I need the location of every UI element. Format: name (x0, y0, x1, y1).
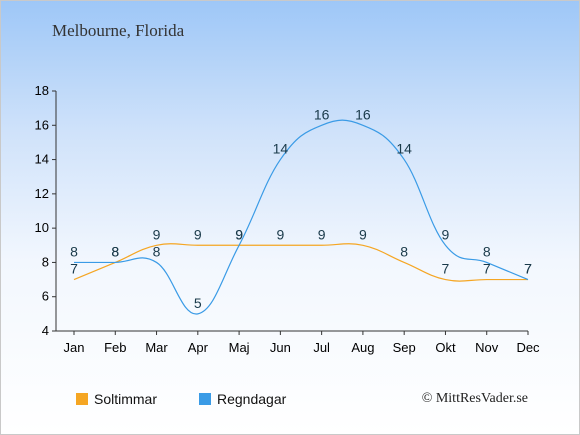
y-tick-label: 12 (35, 186, 49, 201)
site-credit: © MittResVader.se (421, 391, 528, 406)
x-tick-label: Mar (145, 340, 168, 355)
data-label-regndagar: 8 (70, 243, 78, 259)
data-label-regndagar: 8 (153, 243, 161, 259)
data-label-soltimmar: 8 (400, 243, 408, 259)
data-label-soltimmar: 7 (442, 261, 450, 277)
x-tick-label: Maj (229, 340, 250, 355)
data-label-soltimmar: 9 (276, 226, 284, 242)
legend-label-regndagar: Regndagar (217, 391, 287, 407)
legend-item-regndagar: Regndagar (199, 391, 286, 407)
legend-swatch-regndagar (199, 393, 211, 405)
data-label-regndagar: 9 (235, 226, 243, 242)
x-tick-label: Okt (435, 340, 456, 355)
x-tick-label: Nov (475, 340, 499, 355)
data-label-regndagar: 9 (442, 226, 450, 242)
data-label-regndagar: 8 (483, 243, 491, 259)
x-tick-label: Sep (393, 340, 416, 355)
data-label-regndagar: 14 (273, 141, 289, 157)
data-label-regndagar: 16 (355, 106, 371, 122)
data-label-soltimmar: 8 (111, 243, 119, 259)
chart-title: Melbourne, Florida (52, 21, 185, 40)
series-line-soltimmar (73, 243, 528, 282)
legend-label-soltimmar: Soltimmar (94, 391, 158, 407)
data-label-regndagar: 8 (111, 243, 119, 259)
y-tick-label: 6 (42, 289, 49, 304)
x-tick-label: Dec (516, 340, 540, 355)
data-label-soltimmar: 9 (153, 226, 161, 242)
data-label-regndagar: 5 (194, 295, 202, 311)
x-tick-label: Jun (270, 340, 291, 355)
y-tick-label: 14 (35, 152, 49, 167)
data-label-soltimmar: 9 (235, 226, 243, 242)
x-tick-label: Jan (64, 340, 85, 355)
y-tick-label: 4 (42, 323, 49, 338)
y-tick-label: 10 (35, 220, 49, 235)
y-tick-label: 16 (35, 117, 49, 132)
series-lines (73, 119, 529, 315)
legend-item-soltimmar: Soltimmar (76, 391, 157, 407)
data-label-regndagar: 16 (314, 106, 330, 122)
y-tick-label: 18 (35, 83, 49, 98)
data-label-regndagar: 14 (396, 141, 412, 157)
x-tick-label: Feb (104, 340, 126, 355)
x-tick-label: Apr (188, 340, 209, 355)
data-label-soltimmar: 7 (70, 261, 78, 277)
data-label-soltimmar: 9 (359, 226, 367, 242)
data-label-regndagar: 7 (524, 261, 532, 277)
y-tick-label: 8 (42, 254, 49, 269)
data-label-soltimmar: 9 (194, 226, 202, 242)
data-label-soltimmar: 7 (483, 261, 491, 277)
data-label-soltimmar: 7 (524, 261, 532, 277)
legend-swatch-soltimmar (76, 393, 88, 405)
data-label-soltimmar: 9 (318, 226, 326, 242)
x-tick-label: Jul (313, 340, 330, 355)
axes: 4 6 8 10 12 14 16 18 Jan Feb Mar Apr Maj Jun Jul Aug Sep… (35, 83, 541, 355)
series-line-regndagar (74, 119, 529, 315)
x-tick-label: Aug (351, 340, 374, 355)
